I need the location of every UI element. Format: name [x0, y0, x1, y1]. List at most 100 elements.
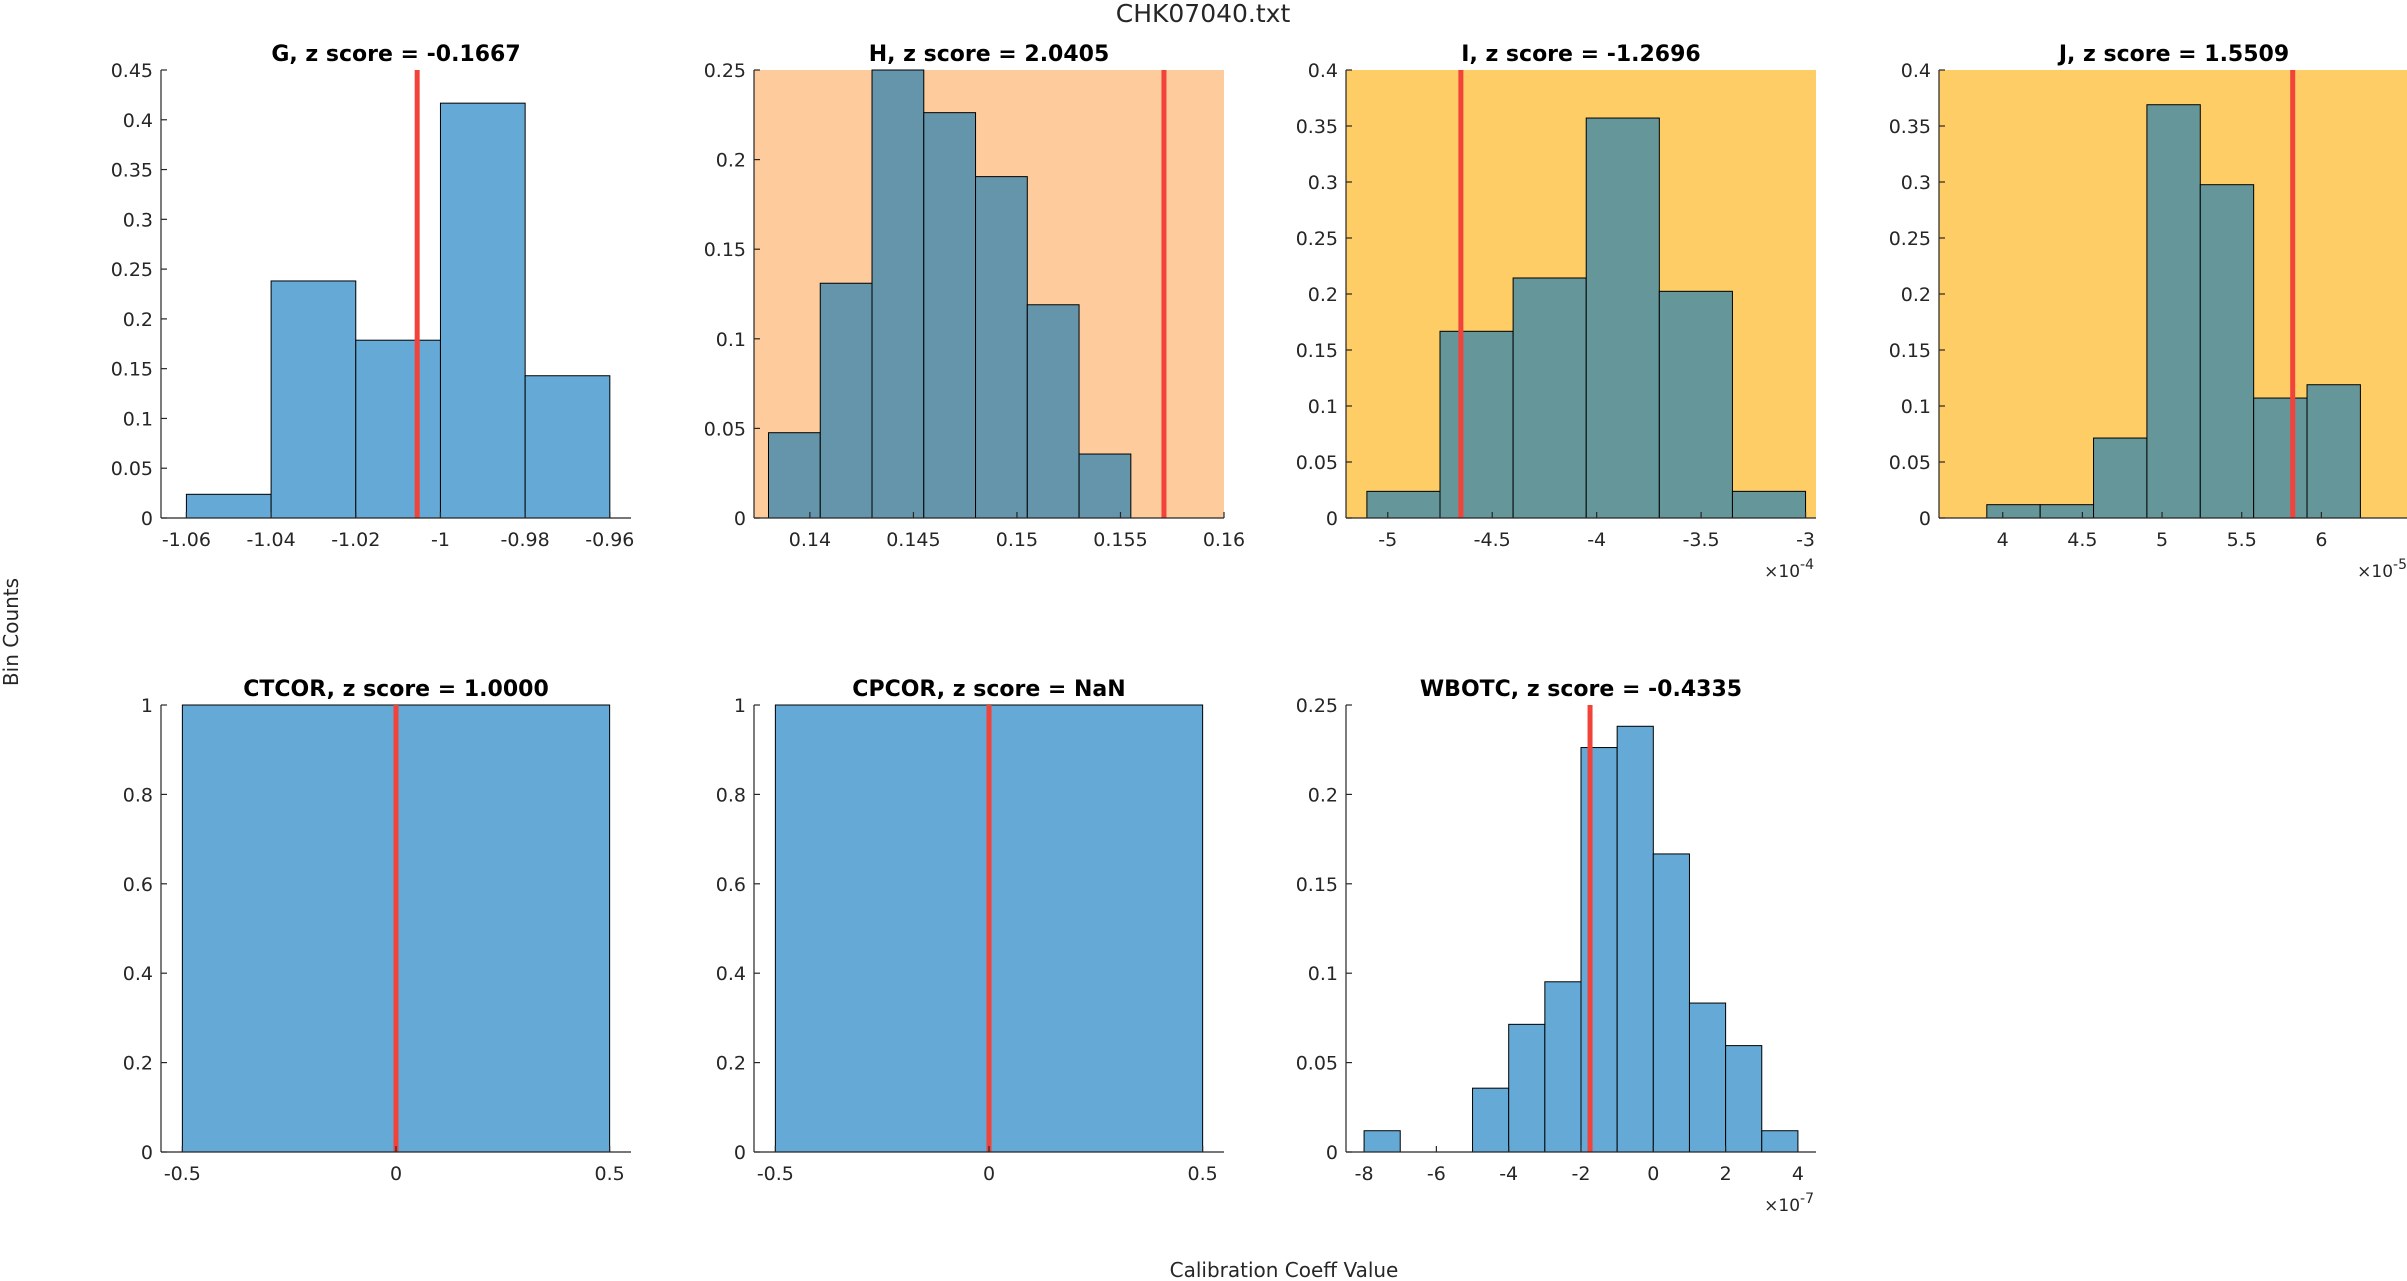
- histogram-bar: [1512, 277, 1587, 519]
- histogram-bar: [1439, 330, 1514, 519]
- subplot-cpcor: 0 0.2 0.4 0.6 0.8 1 -0.5 0 0.5 CPCOR, z score = N…: [716, 677, 1224, 1185]
- x-tick-label: -4.5: [1474, 529, 1511, 551]
- y-tick-label: 0.45: [111, 60, 153, 82]
- histogram-bar: [1580, 747, 1618, 1153]
- histogram-bar: [1472, 1087, 1510, 1153]
- y-tick-label: 0.15: [704, 239, 746, 261]
- histogram-bar: [1761, 1130, 1799, 1153]
- histogram-bar: [819, 282, 873, 519]
- x-tick-label: 0: [390, 1163, 402, 1185]
- histogram-bar: [1078, 453, 1132, 519]
- y-tick-label: 0.25: [111, 259, 153, 281]
- y-tick-label: 0: [1326, 508, 1338, 530]
- subplot-title: J, z score = 1.5509: [2057, 42, 2289, 67]
- figure-title: CHK07040.txt: [1116, 0, 1291, 28]
- y-tick-label: 0.3: [1901, 172, 1931, 194]
- histogram-bar: [923, 112, 977, 519]
- x-tick-label: -2: [1572, 1163, 1591, 1185]
- histogram-bar: [1986, 504, 2041, 519]
- x-tick-label: 0.5: [1188, 1163, 1218, 1185]
- y-tick-label: 0.25: [1296, 695, 1338, 717]
- y-tick-label: 0.8: [123, 784, 153, 806]
- histogram-bar: [185, 493, 272, 519]
- y-tick-label: 0.1: [123, 408, 153, 430]
- x-tick-label: -1.06: [162, 529, 211, 551]
- histogram-bar: [1658, 290, 1733, 519]
- y-tick-label: 0.05: [111, 458, 153, 480]
- x-tick-label: -1.04: [247, 529, 296, 551]
- subplot-title: CTCOR, z score = 1.0000: [243, 677, 549, 702]
- histogram-bar: [1688, 1002, 1727, 1153]
- x-tick-label: 4: [1792, 1163, 1804, 1185]
- y-tick-label: 0.6: [716, 874, 746, 896]
- y-tick-label: 0.15: [1889, 340, 1931, 362]
- histogram-bar: [2093, 437, 2148, 519]
- x-tick-label: 4.5: [2067, 529, 2097, 551]
- histogram-bar: [270, 280, 357, 519]
- x-axis-label: Calibration Coeff Value: [1170, 1258, 1399, 1281]
- y-tick-label: 0: [141, 508, 153, 530]
- y-tick-label: 0.4: [1901, 60, 1931, 82]
- x-tick-label: -3: [1796, 529, 1815, 551]
- y-tick-label: 0.15: [1296, 874, 1338, 896]
- y-tick-label: 0.4: [123, 110, 153, 132]
- y-tick-label: 0.25: [1889, 228, 1931, 250]
- subplot-g: 0 0.05 0.1 0.15 0.2 0.25 0.3 0.35 0.4 0.45 -1.06 -1…: [111, 42, 635, 551]
- histogram-bar: [1026, 304, 1080, 519]
- x-tick-label: -1: [431, 529, 450, 551]
- y-tick-label: 0.6: [123, 874, 153, 896]
- histogram-bar: [1585, 117, 1660, 519]
- y-tick-label: 0.2: [1308, 784, 1338, 806]
- histogram-bar: [524, 375, 611, 519]
- histogram-bar: [1544, 981, 1582, 1153]
- y-tick-label: 0.25: [1296, 228, 1338, 250]
- x-tick-label: -8: [1355, 1163, 1374, 1185]
- subplot-title: WBOTC, z score = -0.4335: [1420, 677, 1742, 702]
- y-tick-label: 0.2: [123, 309, 153, 331]
- x-tick-label: 0.145: [886, 529, 940, 551]
- subplot-title: CPCOR, z score = NaN: [852, 677, 1125, 702]
- y-tick-label: 0.1: [1901, 396, 1931, 418]
- y-tick-label: 0.4: [123, 963, 153, 985]
- x-tick-label: 0.16: [1203, 529, 1245, 551]
- histogram-bar: [439, 102, 526, 519]
- histogram-bar: [1363, 1130, 1401, 1153]
- histogram-bar: [2253, 397, 2308, 519]
- y-tick-label: 0: [1326, 1142, 1338, 1164]
- y-tick-label: 0.1: [1308, 396, 1338, 418]
- y-tick-label: 0: [1919, 508, 1931, 530]
- x-tick-label: 4: [1997, 529, 2009, 551]
- x-tick-label: -4: [1587, 529, 1606, 551]
- x-tick-label: 5.5: [2227, 529, 2257, 551]
- y-tick-label: 0.25: [704, 60, 746, 82]
- histogram-bar: [2199, 184, 2255, 519]
- y-tick-label: 1: [734, 695, 746, 717]
- histogram-bar: [1652, 853, 1690, 1153]
- y-tick-label: 0: [141, 1142, 153, 1164]
- y-tick-label: 0.05: [1296, 1053, 1338, 1075]
- subplot-ctcor: 0 0.2 0.4 0.6 0.8 1 -0.5 0 0.5 CTCOR, z score = 1…: [123, 677, 631, 1185]
- histogram-bar: [767, 432, 821, 519]
- histogram-bar: [2306, 384, 2361, 519]
- histogram-bar: [1725, 1045, 1763, 1153]
- y-tick-label: 0.05: [1296, 452, 1338, 474]
- x-tick-label: -1.02: [331, 529, 380, 551]
- x-exponent-label: ×10-5: [2357, 557, 2407, 582]
- y-tick-label: 0.35: [1296, 116, 1338, 138]
- x-tick-label: -0.96: [585, 529, 634, 551]
- x-tick-label: -3.5: [1683, 529, 1720, 551]
- y-tick-label: 0.2: [716, 150, 746, 172]
- y-tick-label: 0.4: [716, 963, 746, 985]
- subplot-grid: 0 0.05 0.1 0.15 0.2 0.25 0.3 0.35 0.4 0.45 -1.06 -1…: [111, 42, 2407, 1216]
- y-tick-label: 0.2: [1308, 284, 1338, 306]
- y-tick-label: 0.3: [123, 209, 153, 231]
- x-exponent-label: ×10-7: [1764, 1191, 1814, 1216]
- y-tick-label: 0.1: [716, 329, 746, 351]
- histogram-bar: [1616, 725, 1654, 1153]
- x-tick-label: -4: [1499, 1163, 1518, 1185]
- y-tick-label: 0.05: [1889, 452, 1931, 474]
- histogram-bar: [975, 176, 1028, 519]
- x-tick-label: 6: [2315, 529, 2327, 551]
- x-tick-label: 0: [983, 1163, 995, 1185]
- x-tick-label: 0: [1647, 1163, 1659, 1185]
